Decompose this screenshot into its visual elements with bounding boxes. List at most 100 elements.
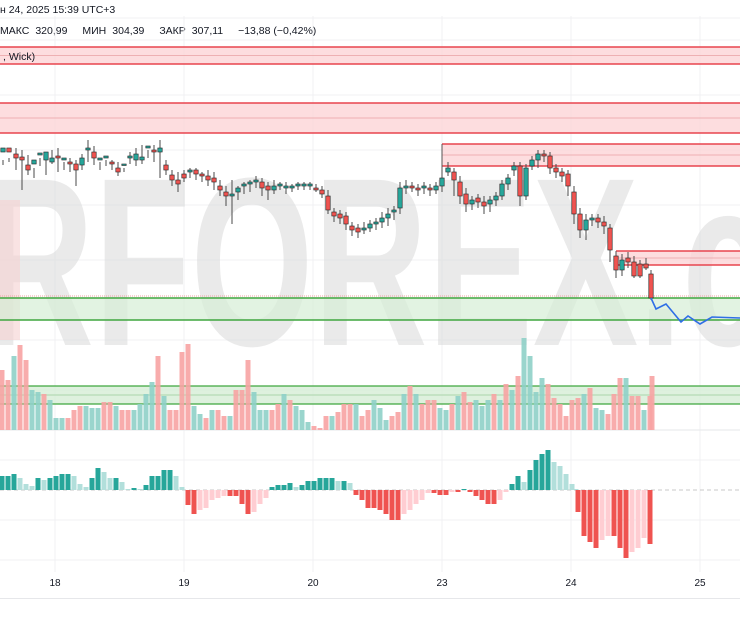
ohlc-high-value: 320,99 <box>35 25 68 37</box>
histogram-bar-negative <box>365 490 371 508</box>
candle-down <box>55 155 61 159</box>
histogram-bar-positive <box>5 476 11 490</box>
histogram-bar-negative <box>611 490 617 536</box>
histogram-bar-negative <box>425 490 431 493</box>
candle-up <box>445 167 451 173</box>
volume-bar-up <box>527 356 533 430</box>
volume-bar-down <box>389 416 395 430</box>
price-zones <box>0 46 740 405</box>
histogram-bar-negative <box>623 490 629 558</box>
volume-bar-up <box>281 394 287 430</box>
candle-down <box>73 163 79 171</box>
histogram-bar-positive <box>167 470 173 490</box>
candle-down <box>67 161 73 165</box>
candle-up <box>127 155 133 159</box>
histogram-bar-positive <box>107 478 113 490</box>
volume-bar-up <box>413 394 419 430</box>
histogram-bar-positive <box>341 481 347 490</box>
histogram-bar-positive <box>161 470 167 490</box>
histogram-bar-positive <box>59 474 65 490</box>
volume-bar-up <box>257 410 263 430</box>
histogram-bar-positive <box>305 481 311 490</box>
volume-bar-up <box>161 396 167 430</box>
volume-bar-up <box>401 394 407 430</box>
volume-bar-down <box>203 418 209 430</box>
candle-up <box>133 153 139 161</box>
ohlc-low-label: МИН <box>82 25 107 37</box>
volume-bar-down <box>23 360 29 430</box>
volume-bar-down <box>0 370 5 430</box>
volume-bar-up <box>53 418 59 430</box>
candle-up <box>511 165 517 171</box>
candle-down <box>571 191 577 215</box>
volume-bar-up <box>95 408 101 430</box>
volume-bar-down <box>605 414 611 430</box>
histogram-bar-positive <box>311 481 317 490</box>
candle-down <box>337 213 343 219</box>
volume-bar-up <box>191 406 197 430</box>
histogram-bar-negative <box>197 490 203 510</box>
volume-bar-up <box>137 404 143 430</box>
volume-bar-down <box>347 404 353 430</box>
candle-up <box>301 183 307 187</box>
volume-bar-down <box>269 410 275 430</box>
candle-down <box>613 255 619 271</box>
histogram-bar-positive <box>293 487 299 490</box>
candle-down <box>517 165 523 197</box>
candle-down <box>427 187 433 191</box>
volume-bar-down <box>419 404 425 430</box>
volume-bar-down <box>575 398 581 430</box>
histogram-bar-positive <box>557 466 563 490</box>
volume-bar-up <box>29 390 35 430</box>
volume-bar-down <box>41 394 47 430</box>
candle-down <box>205 175 211 181</box>
histogram-bar-positive <box>23 484 29 490</box>
candle-up <box>589 217 595 221</box>
volume-bar-up <box>113 406 119 430</box>
volume-bar-down <box>611 394 617 430</box>
histogram-bar-positive <box>521 482 527 490</box>
histogram-bar-positive <box>569 484 575 490</box>
histogram-bar-positive <box>89 478 95 490</box>
volume-bar-up <box>83 406 89 430</box>
volume-bar-down <box>221 416 227 430</box>
ohlc-legend: МАКС 320,99 МИН 304,39 ЗАКР 307,11 −13,88 (… <box>0 25 322 37</box>
volume-bar-up <box>383 420 389 430</box>
volume-bar-down <box>77 406 83 430</box>
candle-down <box>553 167 559 173</box>
histogram-bar-negative <box>371 490 377 508</box>
histogram-bar-negative <box>359 490 365 500</box>
histogram-bar-negative <box>485 490 491 504</box>
candle-up <box>307 183 313 187</box>
candle-down <box>607 227 613 251</box>
histogram-bar-positive <box>275 485 281 490</box>
histogram-bar-negative <box>389 490 395 520</box>
volume-bar-up <box>485 400 491 430</box>
volume-bar-up <box>371 400 377 430</box>
volume-bar-down <box>155 356 161 430</box>
histogram-bar-positive <box>29 486 35 490</box>
histogram-bar-positive <box>65 474 71 490</box>
candle-down <box>481 201 487 207</box>
histogram-bar-positive <box>281 485 287 490</box>
volume-bar-up <box>299 410 305 430</box>
candle-down <box>577 213 583 231</box>
volume-bar-up <box>509 390 515 430</box>
volume-bar-down <box>65 418 71 430</box>
price-chart[interactable]: RFOREX.c <box>0 0 740 600</box>
histogram-bar-negative <box>191 490 197 514</box>
candle-up <box>277 183 283 187</box>
volume-bar-up <box>497 400 503 430</box>
histogram-bar-negative <box>419 490 425 500</box>
candle-up <box>523 167 529 197</box>
histogram-bar-negative <box>401 490 407 514</box>
header-datetime: н 24, 2025 15:39 UTC+3 <box>0 4 116 16</box>
volume-bar-up <box>473 400 479 430</box>
candle-down <box>223 191 229 197</box>
volume-bar-up <box>377 408 383 430</box>
volume-bar-down <box>563 416 569 430</box>
volume-bar-down <box>649 376 655 430</box>
volume-bar-down <box>515 376 521 430</box>
histogram-bar-negative <box>245 490 251 514</box>
histogram-bar-negative <box>377 490 383 510</box>
